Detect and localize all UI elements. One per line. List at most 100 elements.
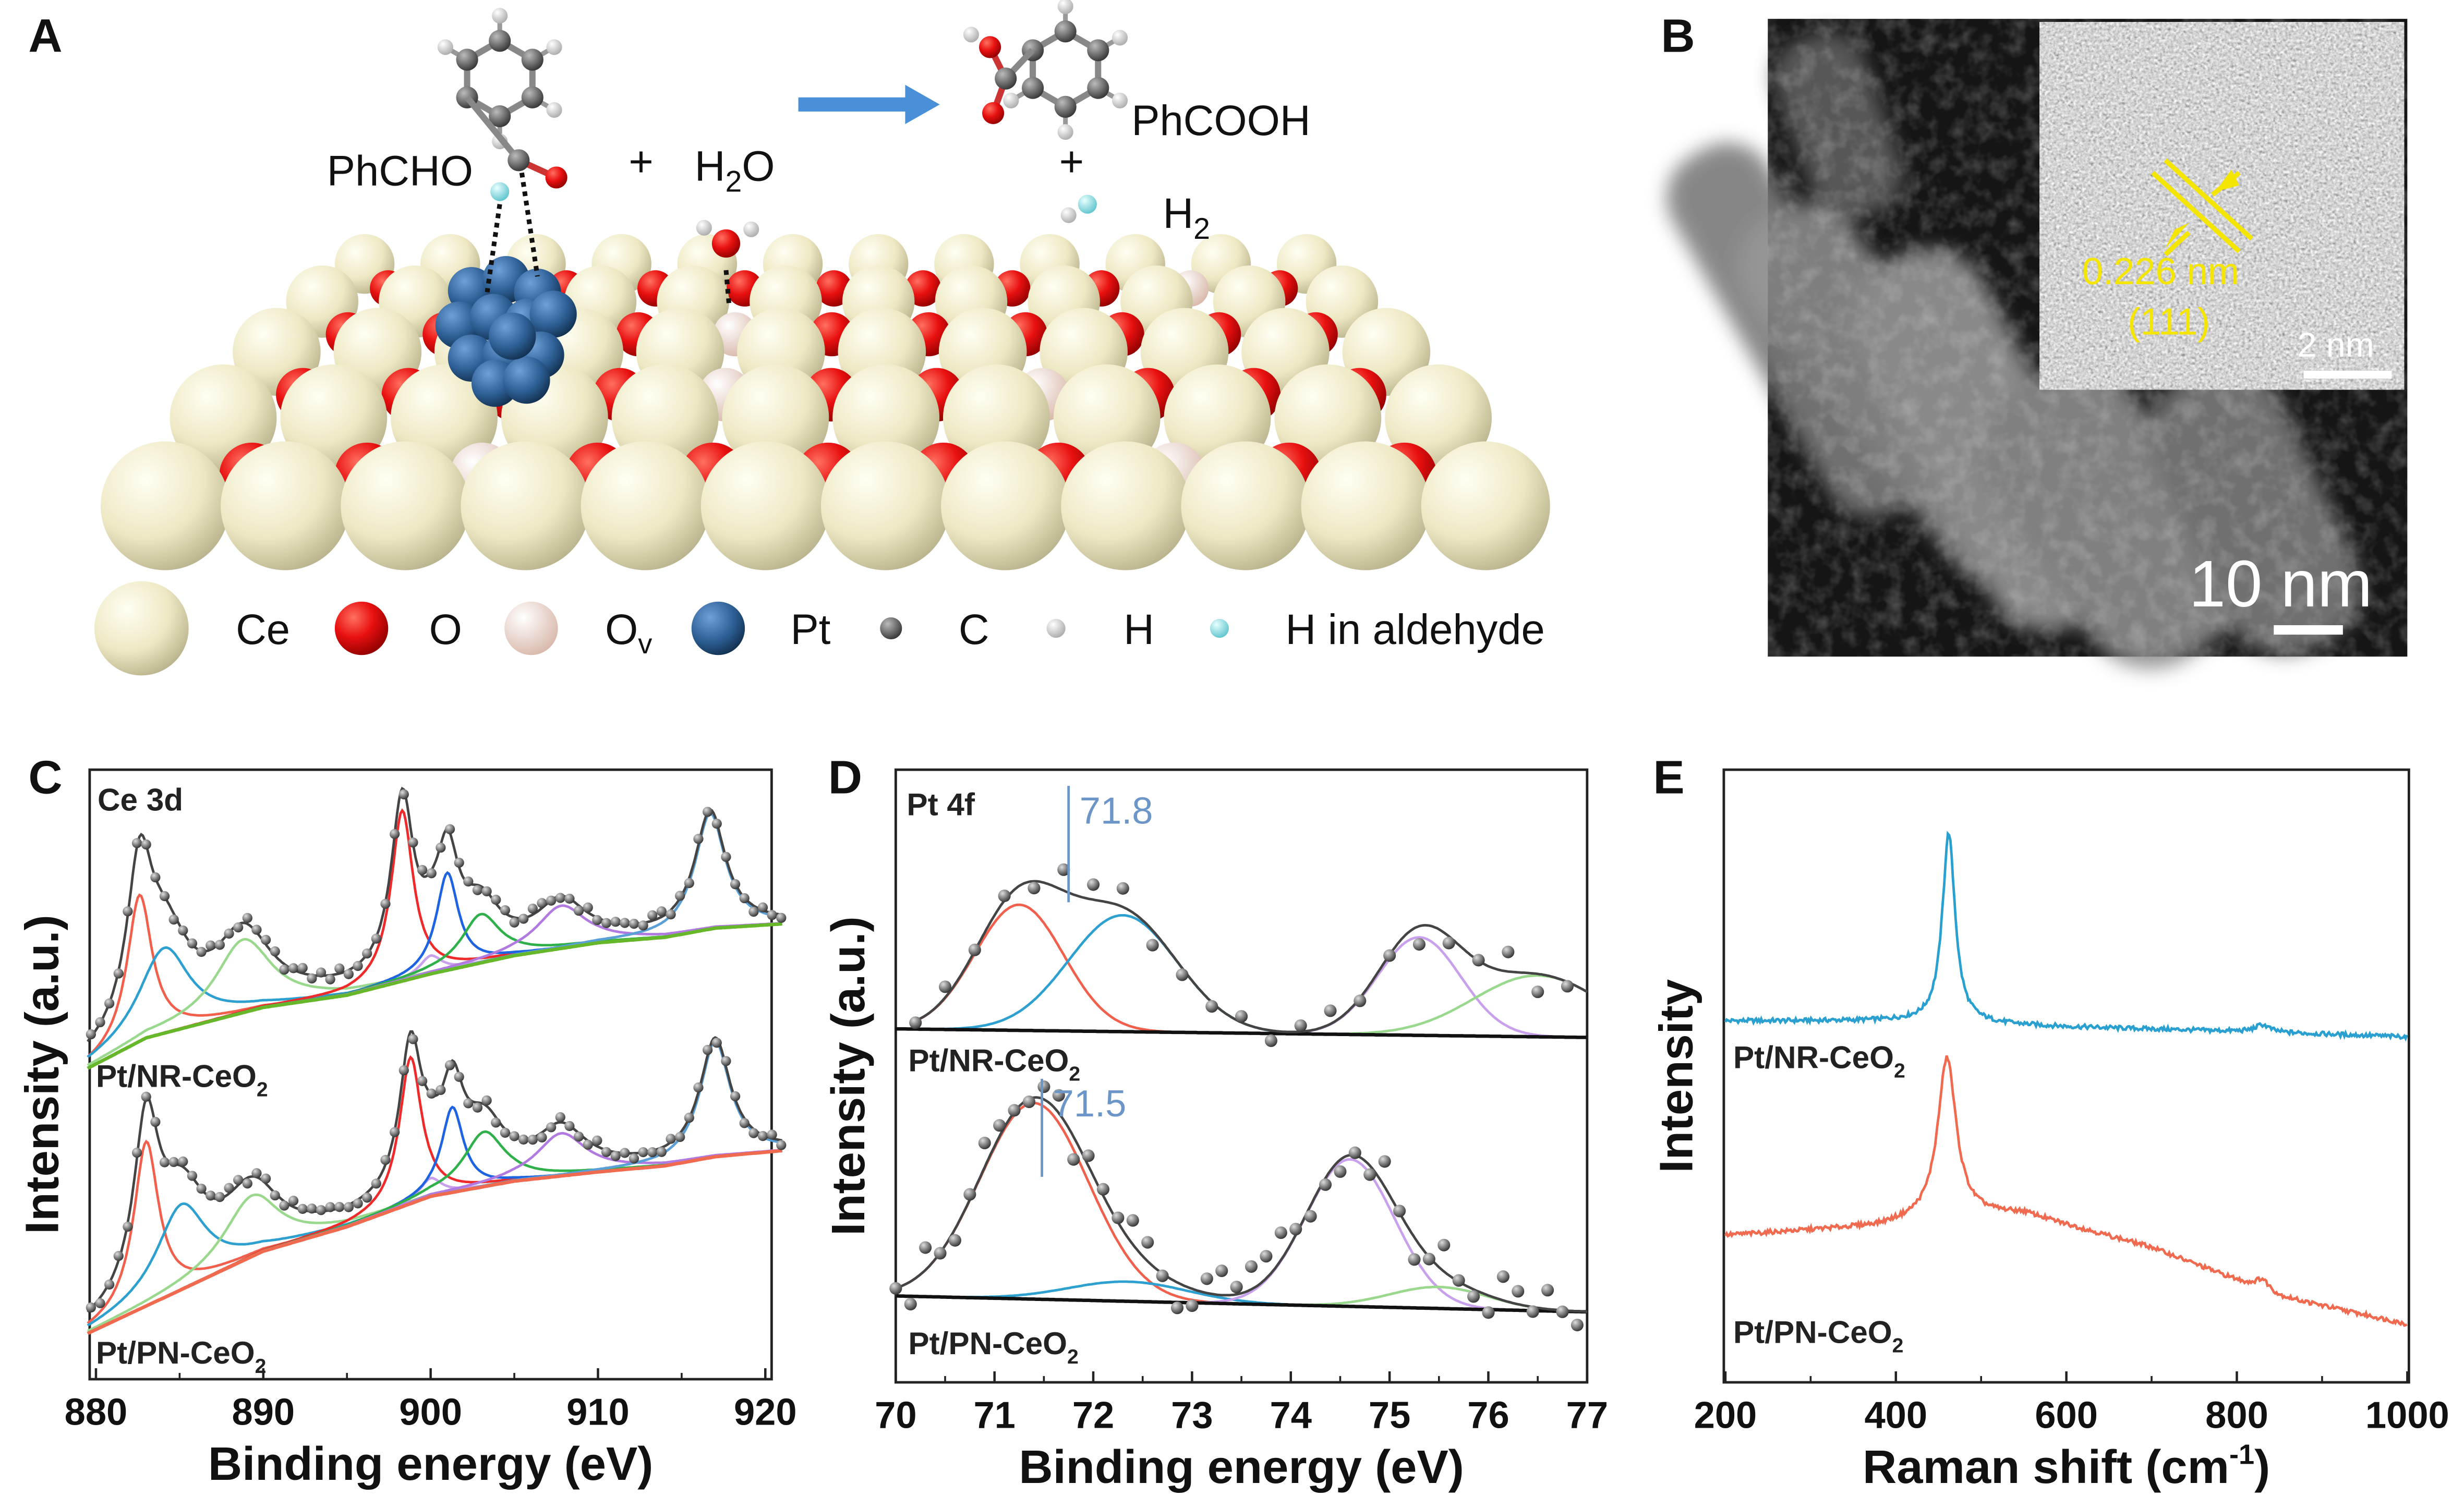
y-axis-title: Intensity (a.u.) xyxy=(16,915,69,1234)
data-point xyxy=(757,1130,768,1141)
data-point xyxy=(675,891,685,901)
ce-atom xyxy=(221,441,350,570)
x-tick-label: 71 xyxy=(973,1394,1015,1436)
data-point xyxy=(398,789,409,800)
data-point xyxy=(1086,878,1100,891)
data-point xyxy=(993,1119,1006,1132)
legend-oxygen-vacancy-swatch xyxy=(504,601,558,655)
series-label: Pt/NR-CeO2 xyxy=(1733,1039,1905,1082)
data-point xyxy=(527,903,538,914)
data-point xyxy=(1289,1223,1302,1236)
ce-atom xyxy=(461,441,590,570)
fit-component-line xyxy=(87,904,782,1069)
data-point xyxy=(702,807,713,817)
data-point xyxy=(1186,1299,1199,1312)
data-point xyxy=(573,1132,584,1142)
carbon-atom xyxy=(489,105,511,128)
sample-label: Pt/PN-CeO2 xyxy=(96,1335,266,1378)
data-point xyxy=(1230,1281,1243,1294)
data-point xyxy=(1264,1034,1277,1047)
data-point xyxy=(693,1082,704,1093)
data-point xyxy=(629,918,639,929)
data-point xyxy=(1556,1305,1569,1318)
data-point xyxy=(214,940,225,950)
x-tick-label: 800 xyxy=(2205,1394,2268,1436)
interaction-line xyxy=(519,172,540,277)
plane-label: (111) xyxy=(2128,301,2210,343)
legend-hydrogen-swatch xyxy=(1046,618,1066,638)
data-point xyxy=(436,842,446,853)
data-point xyxy=(187,938,198,948)
hydrogen-atom xyxy=(963,27,979,43)
label-phcho: PhCHO xyxy=(327,147,473,194)
data-point xyxy=(638,920,648,931)
data-point xyxy=(178,1156,188,1167)
main-scale-bar xyxy=(2274,625,2343,635)
data-point xyxy=(325,974,335,984)
data-point xyxy=(260,934,271,945)
hydrogen-atom xyxy=(437,39,453,55)
lattice-spacing-label: 0.226 nm xyxy=(2082,251,2239,293)
data-point xyxy=(343,1202,354,1212)
data-point xyxy=(1496,1270,1509,1283)
hydrogen-atom xyxy=(1003,92,1019,108)
label-h2o: H2O xyxy=(695,142,775,198)
data-point xyxy=(1245,1260,1258,1273)
hydrogen-atom xyxy=(546,102,562,118)
data-point xyxy=(1215,1264,1228,1278)
data-point xyxy=(426,1088,437,1099)
data-point xyxy=(776,913,787,923)
data-point xyxy=(168,914,179,925)
ce-atom xyxy=(1421,441,1550,570)
data-point xyxy=(353,1198,363,1209)
x-tick-label: 600 xyxy=(2035,1394,2098,1436)
arrow-icon xyxy=(2215,169,2240,192)
data-point xyxy=(592,1135,602,1146)
legend-hydrogen-label: H xyxy=(1124,606,1154,653)
chart-title: Ce 3d xyxy=(98,782,183,817)
data-point xyxy=(978,1136,991,1150)
data-point xyxy=(564,893,575,904)
data-point xyxy=(537,898,547,908)
stem-image xyxy=(1666,19,2408,669)
data-point xyxy=(748,906,759,917)
aldehyde-hydrogen-atom xyxy=(1078,194,1097,214)
data-point xyxy=(168,1157,179,1168)
raman-chart: 200 400 600 800 1000 Raman shift (cm-1) Intens… xyxy=(1650,768,2449,1493)
background-line xyxy=(896,1027,1587,1039)
x-tick-label: 70 xyxy=(875,1394,916,1436)
data-point xyxy=(288,963,299,974)
data-point xyxy=(307,973,317,984)
data-point xyxy=(86,1302,96,1313)
fit-component-line xyxy=(917,914,1587,1039)
data-point xyxy=(1472,954,1485,967)
data-point xyxy=(963,1188,976,1201)
data-point xyxy=(730,1091,741,1102)
data-point xyxy=(1442,937,1455,950)
data-point xyxy=(233,922,244,933)
data-point xyxy=(1096,1183,1110,1196)
data-point xyxy=(739,1118,750,1128)
data-point xyxy=(362,1193,372,1203)
data-point xyxy=(573,905,584,916)
data-point xyxy=(1482,1306,1495,1319)
x-axis-title: Binding energy (eV) xyxy=(1019,1441,1464,1493)
carbon-atom xyxy=(1087,39,1109,62)
data-point xyxy=(546,1122,557,1133)
data-point xyxy=(481,1095,492,1106)
hydrogen-atom xyxy=(1112,30,1128,46)
x-tick-label: 920 xyxy=(734,1391,797,1433)
background-line xyxy=(87,922,782,1070)
data-point xyxy=(702,1044,713,1055)
legend-ce-label: Ce xyxy=(236,606,290,653)
ce-atom xyxy=(581,441,710,570)
hydrogen-atom xyxy=(546,39,562,55)
data-point xyxy=(1170,1302,1184,1315)
data-point xyxy=(417,1076,428,1086)
data-point xyxy=(159,1157,170,1168)
data-point xyxy=(104,998,115,1008)
x-axis-title: Raman shift (cm-1) xyxy=(1863,1439,2270,1493)
x-tick-label: 1000 xyxy=(2365,1394,2449,1436)
data-point xyxy=(1146,939,1159,952)
atom-legend: Ce O Ov Pt C H H in aldehyde xyxy=(94,581,1545,676)
